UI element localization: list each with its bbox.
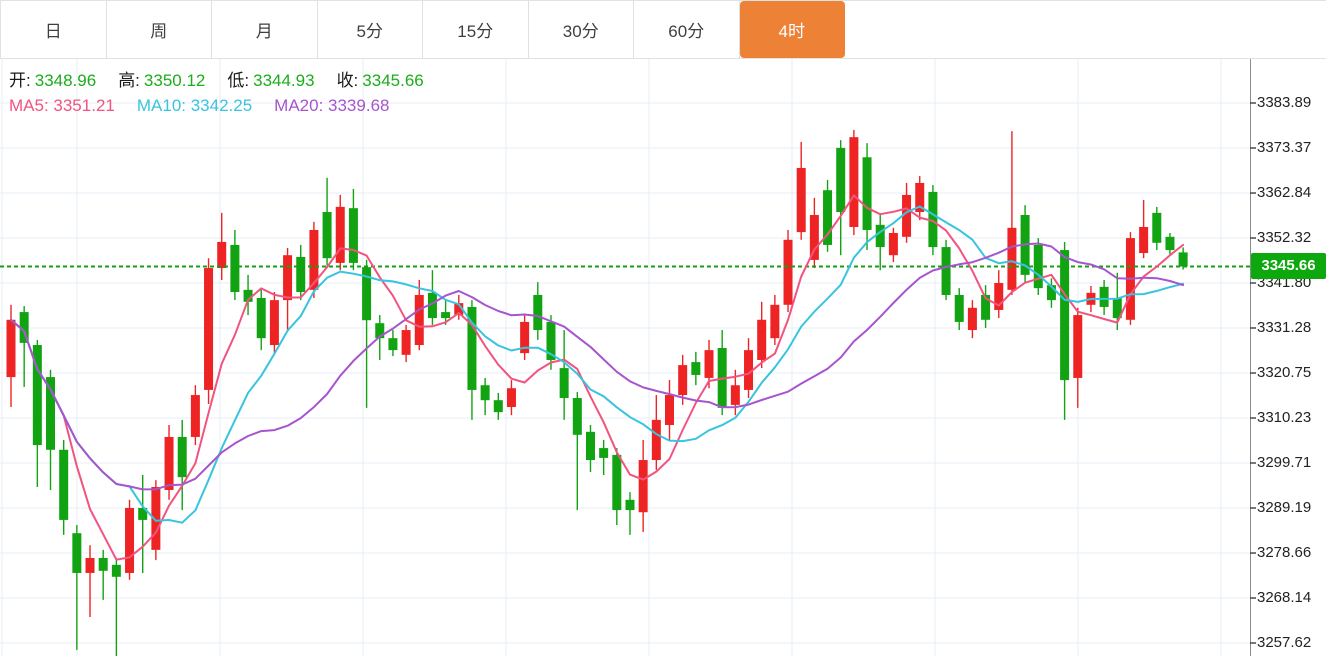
price-axis-label-3: 3352.32 bbox=[1257, 229, 1312, 246]
price-axis-label-1: 3373.37 bbox=[1257, 138, 1312, 156]
ma-row: MA5: 3351.21 MA10: 3342.25 MA20: 3339.68 bbox=[9, 93, 446, 118]
last-price-badge: 3345.66 bbox=[1251, 253, 1326, 280]
price-axis-label-6: 3320.75 bbox=[1257, 364, 1312, 382]
ohlc-row: 开: 3348.96 高: 3350.12 低: 3344.93 收: 3345.66 bbox=[9, 68, 446, 93]
tab-timeframe-6[interactable]: 60分 bbox=[634, 1, 740, 58]
tab-timeframe-3[interactable]: 5分 bbox=[317, 1, 423, 58]
chart-area[interactable]: 开: 3348.96 高: 3350.12 低: 3344.93 收: 3345.66 MA5… bbox=[0, 59, 1326, 656]
price-axis-label-5: 3331.28 bbox=[1257, 318, 1312, 336]
price-axis-label-7: 3310.23 bbox=[1257, 409, 1312, 426]
quote-info: 开: 3348.96 高: 3350.12 低: 3344.93 收: 3345.66 MA5… bbox=[9, 68, 446, 118]
candlestick-chart[interactable] bbox=[0, 59, 1326, 656]
ohlc-item-2: 低: 3344.93 bbox=[227, 71, 315, 90]
tab-timeframe-1[interactable]: 周 bbox=[106, 1, 212, 58]
tab-timeframe-4[interactable]: 15分 bbox=[423, 1, 529, 58]
price-axis-label-12: 3257.62 bbox=[1257, 634, 1312, 651]
tab-timeframe-5[interactable]: 30分 bbox=[528, 1, 634, 58]
tab-timeframe-7[interactable]: 4时 bbox=[739, 1, 845, 58]
tab-timeframe-2[interactable]: 月 bbox=[212, 1, 318, 58]
ohlc-item-1: 高: 3350.12 bbox=[118, 71, 206, 90]
price-axis-label-10: 3278.66 bbox=[1257, 544, 1312, 562]
ma-item-1: MA10: 3342.25 bbox=[136, 96, 253, 115]
ohlc-item-0: 开: 3348.96 bbox=[9, 71, 97, 90]
tab-timeframe-0[interactable]: 日 bbox=[1, 1, 107, 58]
ma-item-0: MA5: 3351.21 bbox=[9, 96, 115, 115]
timeframe-tabs: 日周月 5分 15分 30分 60分 4时 bbox=[0, 0, 1326, 59]
ma-item-2: MA20: 3339.68 bbox=[274, 96, 390, 115]
price-axis-label-11: 3268.14 bbox=[1257, 589, 1312, 606]
ohlc-item-3: 收: 3345.66 bbox=[336, 71, 424, 90]
price-axis-label-2: 3362.84 bbox=[1257, 184, 1312, 202]
price-axis-label-0: 3383.89 bbox=[1257, 94, 1312, 111]
price-axis-label-8: 3299.71 bbox=[1257, 454, 1312, 471]
price-axis-label-9: 3289.19 bbox=[1257, 498, 1312, 516]
